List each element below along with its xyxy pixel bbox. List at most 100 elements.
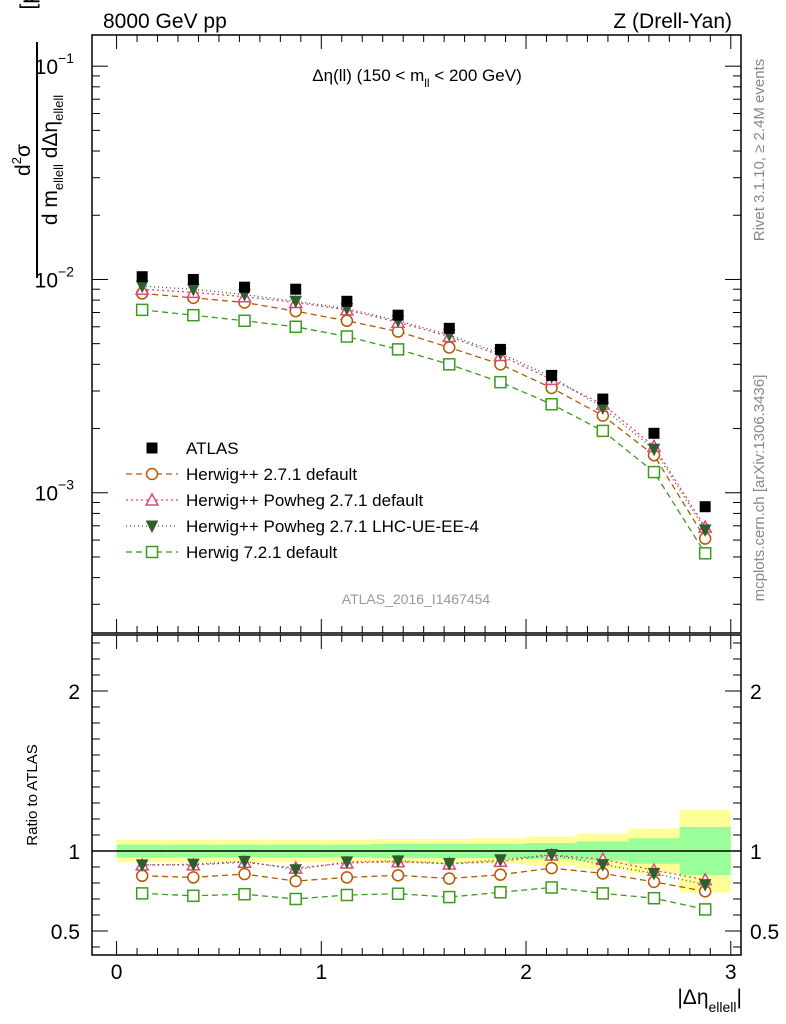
series-1-ratio-point [494,868,507,881]
legend-label: ATLAS [186,439,239,458]
series-3-ratio-point [698,879,712,892]
series-1-point [443,341,456,354]
y-label-den-b: dΔη [39,121,62,164]
series-1-ratio-point [391,869,405,882]
x-tick-label: 1 [315,961,327,984]
series-4-point [494,375,507,389]
series-4-ratio-point [135,887,149,900]
plot-frames [91,34,742,956]
series-4-ratio-point [187,889,200,903]
x-tick-label: 0 [111,961,123,984]
atlas-data-point [494,343,506,355]
series-3-ratio-point [289,864,303,877]
atlas-data-point [187,273,199,285]
y-tick-exponent: −1 [58,50,74,66]
series-3-ratio-point [647,867,661,881]
series-3-ratio-point [187,858,200,872]
series-4-ratio-point [596,887,610,900]
y-tick-base: 10 [35,56,58,79]
ratio-tick-label-left: 2 [68,681,80,704]
series-lines [142,285,706,911]
atlas-data-point [443,322,455,334]
series-3-ratio-point [340,856,354,869]
series-4-point [187,308,200,322]
ratio-tick-label-right: 0.5 [750,921,779,944]
ratio-y-label: Ratio to ATLAS [24,744,41,845]
atlas-data-point [597,393,609,405]
y-label-numerator: d2σ [9,144,35,176]
ratio-plot-frame [91,634,742,956]
y-tick-label: 10−2 [35,263,75,292]
rivet-label: Rivet 3.1.10, ≥ 2.4M events [751,59,768,242]
series-3-ratio-point [545,849,558,862]
series-3-point [647,443,661,457]
legend-marker [146,442,158,454]
header-left: 8000 GeV pp [103,10,227,33]
series-4-point [391,343,405,356]
y-tick-base: 10 [35,269,58,292]
series-4-ratio-point [340,888,354,902]
axis-ticks [92,35,741,955]
y-label-denominator: d mellell dΔηellell [39,95,66,225]
series-4-point [238,314,251,328]
ratio-tick-label-left: 1 [68,841,80,864]
atlas-data-point [239,281,251,293]
x-label-main: |Δη [677,986,708,1009]
x-label-sub: ellell [709,999,737,1015]
series-4-point [289,320,302,334]
plot-title-main: Δη(ll) (150 < m [312,66,424,85]
plot-title: Δη(ll) (150 < mll < 200 GeV) [312,66,521,90]
series-3-ratio-point [238,855,251,869]
series-4-ratio-point [698,903,712,916]
series-4-ratio-point [494,886,507,899]
series-4-point [698,547,712,560]
series-1-ratio-point [443,872,456,885]
atlas-data-point [136,271,148,283]
y-tick-exponent: −2 [58,263,74,279]
series-1-point [340,314,354,328]
y-label-num-sup: 2 [9,157,24,164]
series-2-main-line [142,288,706,528]
series-4-point [340,330,354,343]
x-axis-label: |Δηellell| [677,986,742,1015]
series-2-ratio-line [142,854,706,881]
x-tick-label: 3 [725,961,737,984]
series-4-ratio-point [647,891,661,905]
atlas-data-point [341,295,353,307]
series-1-ratio-point [238,867,251,881]
series-4-point [135,303,149,317]
legend-marker [145,467,159,481]
ratio-tick-label-right: 2 [750,681,762,704]
mcplots-label: mcplots.cern.ch [arXiv:1306.3436] [751,375,768,602]
series-3-ratio-point [442,857,456,871]
series-4-point [596,424,610,438]
axis-tick-labels: 0 1 2 310−110−210−30.5 0.51 12 2 [35,50,780,984]
y-label-den-sub2: ellell [51,95,66,121]
series-4-ratio-point [289,892,302,906]
y-tick-exponent: −3 [58,477,74,493]
series-1-ratio-point [340,871,354,884]
series-3-point [698,524,712,537]
y-tick-label: 10−1 [35,50,75,79]
series-4-main-line [142,309,706,554]
legend-label: Herwig 7.2.1 default [186,543,337,562]
series-1-ratio-point [545,861,558,875]
plot-title-tail: < 200 GeV) [430,66,522,85]
series-1-ratio-point [289,874,302,888]
series-3-ratio-point [494,854,507,867]
legend: ATLAS Herwig++ 2.7.1 default Herwig++ Powh… [126,439,479,562]
ratio-tick-label-right: 1 [750,841,762,864]
series-1-main-line [142,292,706,539]
y-tick-base: 10 [35,483,58,506]
legend-label: Herwig++ 2.7.1 default [186,465,357,484]
atlas-data-point [392,309,404,321]
plot-title-sub: ll [424,76,429,90]
series-3-ratio-line [142,853,706,886]
series-3-point [289,295,303,309]
legend-label: Herwig++ Powheg 2.7.1 default [186,491,423,510]
atlas-data-point [546,369,558,381]
header-right: Z (Drell-Yan) [613,10,732,33]
series-1-ratio-line [142,867,706,892]
ratio-tick-label-left: 0.5 [51,921,80,944]
